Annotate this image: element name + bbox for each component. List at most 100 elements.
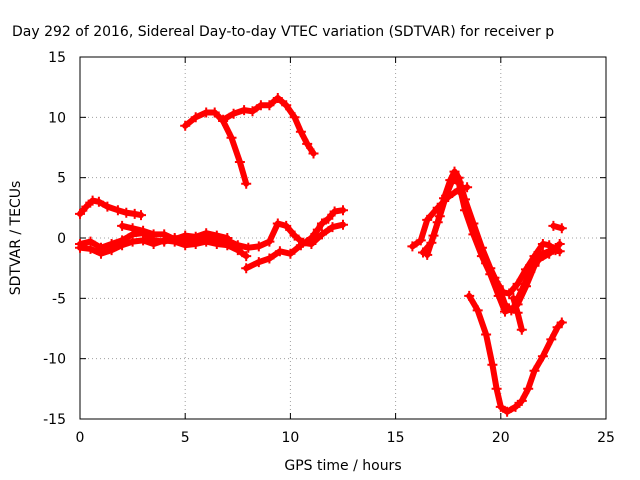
y-tick-label: -5 (52, 291, 66, 307)
data-point (447, 175, 458, 186)
data-point (241, 178, 252, 189)
data-point (312, 224, 323, 235)
trace-1 (180, 107, 252, 189)
data-point (460, 205, 470, 216)
y-tick-label: 10 (48, 110, 66, 126)
data-point (317, 218, 327, 229)
data-point (253, 257, 264, 268)
trace-13 (548, 220, 567, 234)
data-point (338, 205, 348, 216)
data-point (323, 213, 334, 224)
data-point (239, 105, 250, 116)
data-point (75, 242, 85, 253)
data-point (180, 230, 191, 241)
data-point (481, 329, 492, 340)
x-axis-title: GPS time / hours (284, 458, 401, 474)
data-point (544, 248, 555, 259)
data-point (453, 177, 464, 188)
data-point (500, 306, 510, 317)
data-point (106, 245, 117, 256)
data-point (75, 208, 85, 219)
data-point (464, 290, 475, 301)
data-point (264, 100, 275, 111)
data-point (476, 251, 487, 262)
data-point (127, 236, 138, 247)
data-point (544, 240, 555, 251)
data-point (308, 148, 319, 159)
data-point (281, 220, 292, 231)
data-point (87, 195, 98, 206)
data-point (487, 359, 498, 370)
data-point (428, 230, 439, 241)
data-point (289, 230, 300, 241)
data-point (434, 211, 445, 222)
data-point (274, 246, 285, 257)
x-tick-label: 5 (181, 430, 190, 446)
data-point (422, 214, 433, 225)
data-point (211, 239, 222, 249)
y-tick-label: 15 (48, 50, 66, 66)
data-point (556, 223, 567, 234)
data-point (112, 205, 123, 216)
data-point (234, 157, 245, 167)
data-point (556, 317, 567, 328)
y-tick-label: -10 (43, 352, 66, 368)
data-point (537, 239, 548, 249)
data-point (264, 236, 275, 247)
data-point (241, 251, 252, 262)
data-point (512, 307, 523, 318)
data-point (201, 228, 212, 239)
data-point (529, 251, 540, 262)
data-point (255, 100, 266, 111)
data-point (516, 284, 527, 295)
x-tick-label: 0 (76, 430, 85, 446)
data-point (495, 401, 506, 412)
data-point (295, 240, 306, 251)
trace-14 (464, 290, 567, 417)
data-point (222, 233, 233, 243)
data-point (190, 112, 201, 123)
data-point (338, 219, 348, 230)
data-point (96, 248, 106, 259)
data-point (211, 230, 222, 241)
data-point (508, 293, 519, 304)
data-point (550, 245, 561, 256)
data-point (272, 218, 283, 229)
x-tick-label: 25 (597, 430, 615, 446)
data-point (285, 248, 296, 259)
y-tick-label: 0 (57, 231, 66, 247)
data-point (201, 107, 212, 118)
data-point (190, 231, 201, 242)
chart-title: Day 292 of 2016, Sidereal Day-to-day VTE… (12, 24, 554, 40)
data-point (407, 241, 418, 252)
data-point (138, 235, 149, 246)
data-traces (75, 93, 567, 417)
trace-3 (75, 195, 146, 221)
data-point (81, 201, 92, 212)
data-point (449, 166, 460, 177)
data-point (241, 263, 252, 274)
data-point (295, 126, 306, 137)
data-point (209, 107, 220, 118)
data-point (289, 112, 300, 123)
data-point (441, 190, 452, 201)
data-point (491, 383, 502, 394)
data-point (554, 239, 565, 249)
data-point (472, 305, 483, 316)
trace-line (420, 168, 563, 314)
trace-6 (117, 220, 233, 245)
data-point (546, 334, 557, 345)
trace-7 (241, 205, 348, 274)
data-point (264, 253, 275, 264)
data-point (510, 401, 521, 412)
data-point (102, 201, 113, 212)
data-point (523, 383, 534, 394)
data-point (148, 239, 159, 249)
data-point (169, 234, 180, 245)
axis-ticks: 0 5 10 15 20 25 15 10 5 0 -5 -10 -15 (43, 50, 615, 446)
x-tick-label: 20 (492, 430, 510, 446)
data-point (226, 132, 237, 143)
data-point (489, 272, 500, 283)
data-point (529, 365, 540, 376)
